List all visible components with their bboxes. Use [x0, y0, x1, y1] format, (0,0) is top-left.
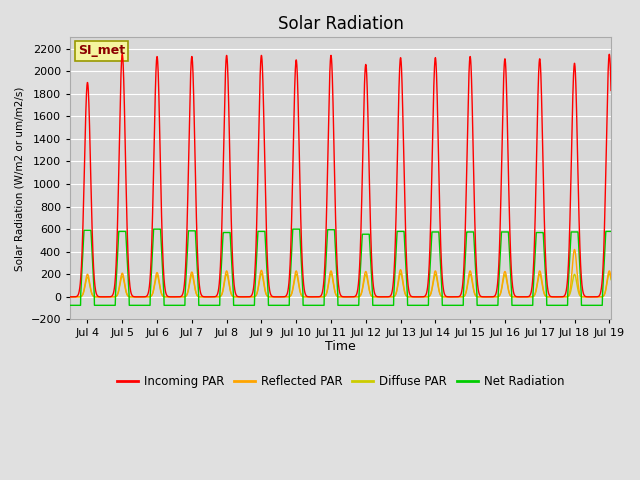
Text: SI_met: SI_met	[78, 44, 125, 58]
Title: Solar Radiation: Solar Radiation	[278, 15, 403, 33]
X-axis label: Time: Time	[325, 340, 356, 353]
Legend: Incoming PAR, Reflected PAR, Diffuse PAR, Net Radiation: Incoming PAR, Reflected PAR, Diffuse PAR…	[112, 370, 569, 393]
Y-axis label: Solar Radiation (W/m2 or um/m2/s): Solar Radiation (W/m2 or um/m2/s)	[15, 86, 25, 271]
